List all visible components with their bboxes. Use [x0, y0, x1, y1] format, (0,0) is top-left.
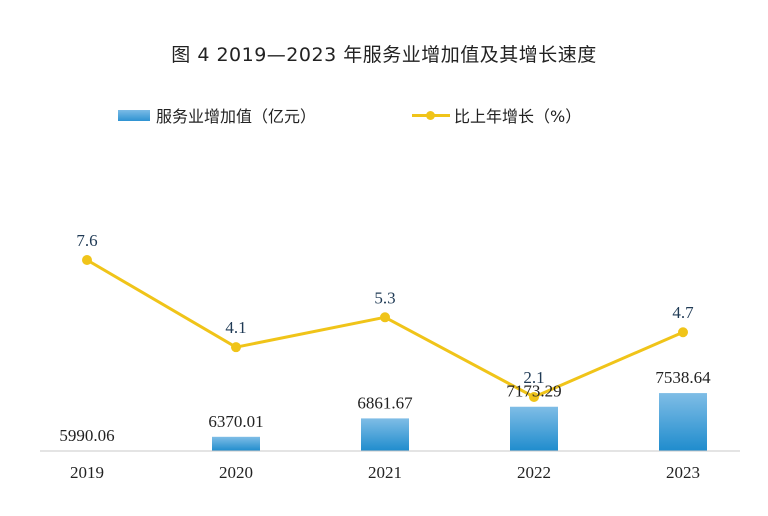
x-tick-label-2022: 2022 [517, 463, 551, 482]
x-tick-label-2019: 2019 [70, 463, 104, 482]
bar-value-label-2022: 7173.29 [506, 382, 561, 401]
bar-value-label-2023: 7538.64 [655, 368, 711, 387]
bar-2020 [212, 436, 260, 451]
legend-item-line: 比上年增长（%） [412, 103, 581, 127]
growth-value-label-2019: 7.6 [76, 231, 97, 250]
chart-title: 图 4 2019—2023 年服务业增加值及其增长速度 [171, 44, 597, 66]
growth-line [86, 258, 684, 399]
legend-line-label: 比上年增长（%） [454, 107, 582, 126]
growth-point-2023 [678, 327, 688, 338]
bars-layer [212, 393, 707, 451]
growth-value-label-2021: 5.3 [374, 288, 395, 307]
x-tick-label-2021: 2021 [368, 463, 402, 482]
growth-point-2020 [231, 342, 241, 353]
bar-value-label-2019: 5990.06 [59, 426, 114, 445]
x-tick-label-2023: 2023 [666, 463, 700, 482]
labels-layer: 5990.06 2019 6370.01 2020 6861.67 2021 7173.29… [59, 231, 711, 482]
growth-point-2019 [82, 255, 92, 265]
legend-bar-label: 服务业增加值（亿元） [156, 107, 317, 126]
x-tick-label-2020: 2020 [219, 463, 253, 482]
bar-2022 [510, 406, 558, 451]
bar-value-label-2020: 6370.01 [208, 412, 263, 431]
growth-value-label-2022: 2.1 [523, 368, 544, 387]
growth-value-label-2020: 4.1 [225, 318, 246, 337]
growth-point-2022 [529, 392, 539, 402]
legend: 服务业增加值（亿元） 比上年增长（%） [0, 103, 768, 127]
bar-2021 [361, 418, 409, 451]
growth-value-label-2023: 4.7 [672, 303, 694, 322]
legend-item-bar: 服务业增加值（亿元） [118, 103, 316, 127]
legend-bar-swatch [118, 109, 150, 121]
bar-2023 [659, 393, 707, 451]
line-layer [82, 255, 688, 402]
growth-point-2021 [380, 312, 390, 323]
bar-value-label-2021: 6861.67 [357, 393, 413, 412]
legend-line-swatch [412, 110, 450, 121]
